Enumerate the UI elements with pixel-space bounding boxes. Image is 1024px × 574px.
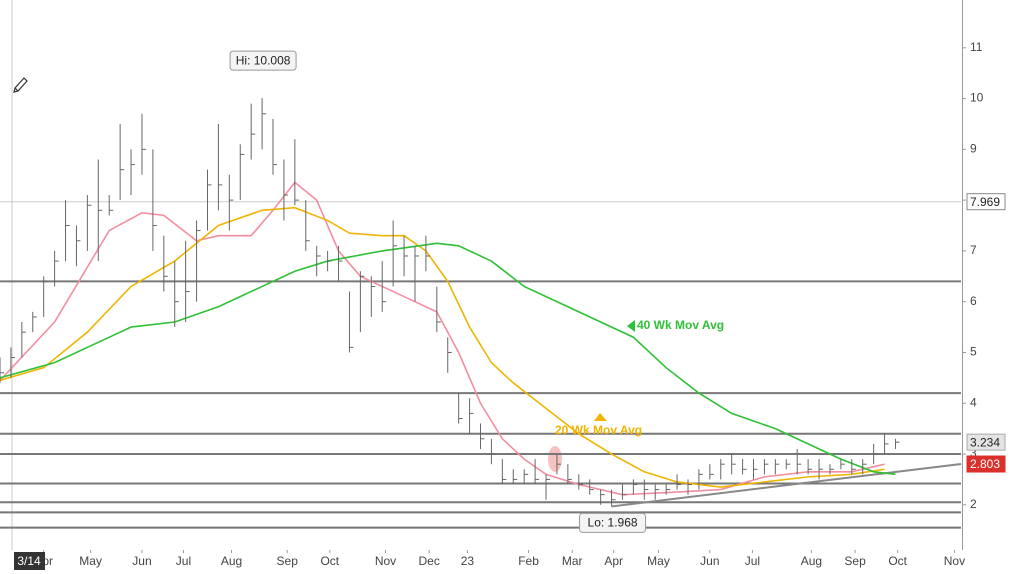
cursor-date-label: 3/14 <box>17 554 41 568</box>
x-tick-label: Sep <box>844 554 866 568</box>
x-tick-label: Nov <box>375 554 396 568</box>
value-box-label: 2.803 <box>970 457 1000 471</box>
x-tick-label: May <box>79 554 102 568</box>
moving-average-label: 20 Wk Mov Avg <box>555 423 642 437</box>
value-box-label: 7.969 <box>970 195 1000 209</box>
label-arrow <box>594 413 607 421</box>
x-tick-label: Feb <box>518 554 539 568</box>
x-tick-label: Dec <box>419 554 440 568</box>
annotation-label: Lo: 1.968 <box>588 516 638 530</box>
x-tick-label: Jul <box>745 554 760 568</box>
x-tick-label: Jul <box>176 554 191 568</box>
x-tick-label: Aug <box>221 554 242 568</box>
y-tick-label: 4 <box>970 395 977 409</box>
x-tick-label: Mar <box>562 554 583 568</box>
x-tick-label: Sep <box>277 554 299 568</box>
y-tick-label: 10 <box>970 91 984 105</box>
y-tick-label: 5 <box>970 345 977 359</box>
moving-average-label: 40 Wk Mov Avg <box>637 318 724 332</box>
annotation-box <box>229 50 297 71</box>
trendline <box>611 463 962 508</box>
pencil-icon <box>13 77 28 93</box>
value-box-label: 3.234 <box>970 435 1000 449</box>
label-arrow <box>627 320 635 332</box>
x-tick-label: Nov <box>944 554 965 568</box>
highlight <box>548 446 562 472</box>
x-tick-label: Aug <box>801 554 822 568</box>
y-tick-label: 7 <box>970 243 977 257</box>
x-tick-label: Jun <box>700 554 719 568</box>
y-tick-label: 3 <box>970 446 977 460</box>
x-tick-label: Jun <box>132 554 151 568</box>
y-tick-label: 6 <box>970 294 977 308</box>
y-tick-label: 9 <box>970 142 977 156</box>
x-tick-label: 23 <box>461 554 475 568</box>
y-tick-label: 11 <box>970 40 983 54</box>
annotation-label: Hi: 10.008 <box>236 53 291 67</box>
x-tick-label: Oct <box>888 554 907 568</box>
x-tick-label: May <box>647 554 670 568</box>
annotation-box <box>579 512 647 533</box>
moving-average-line <box>0 206 885 488</box>
value-box <box>966 455 1006 473</box>
x-tick-label: Apr <box>604 554 623 568</box>
value-box <box>966 433 1006 451</box>
y-tick-label: 2 <box>970 497 977 511</box>
cursor-date-box <box>14 552 45 570</box>
x-tick-label: Oct <box>320 554 339 568</box>
y-tick-label: 12 <box>970 0 984 3</box>
value-box <box>966 193 1006 211</box>
